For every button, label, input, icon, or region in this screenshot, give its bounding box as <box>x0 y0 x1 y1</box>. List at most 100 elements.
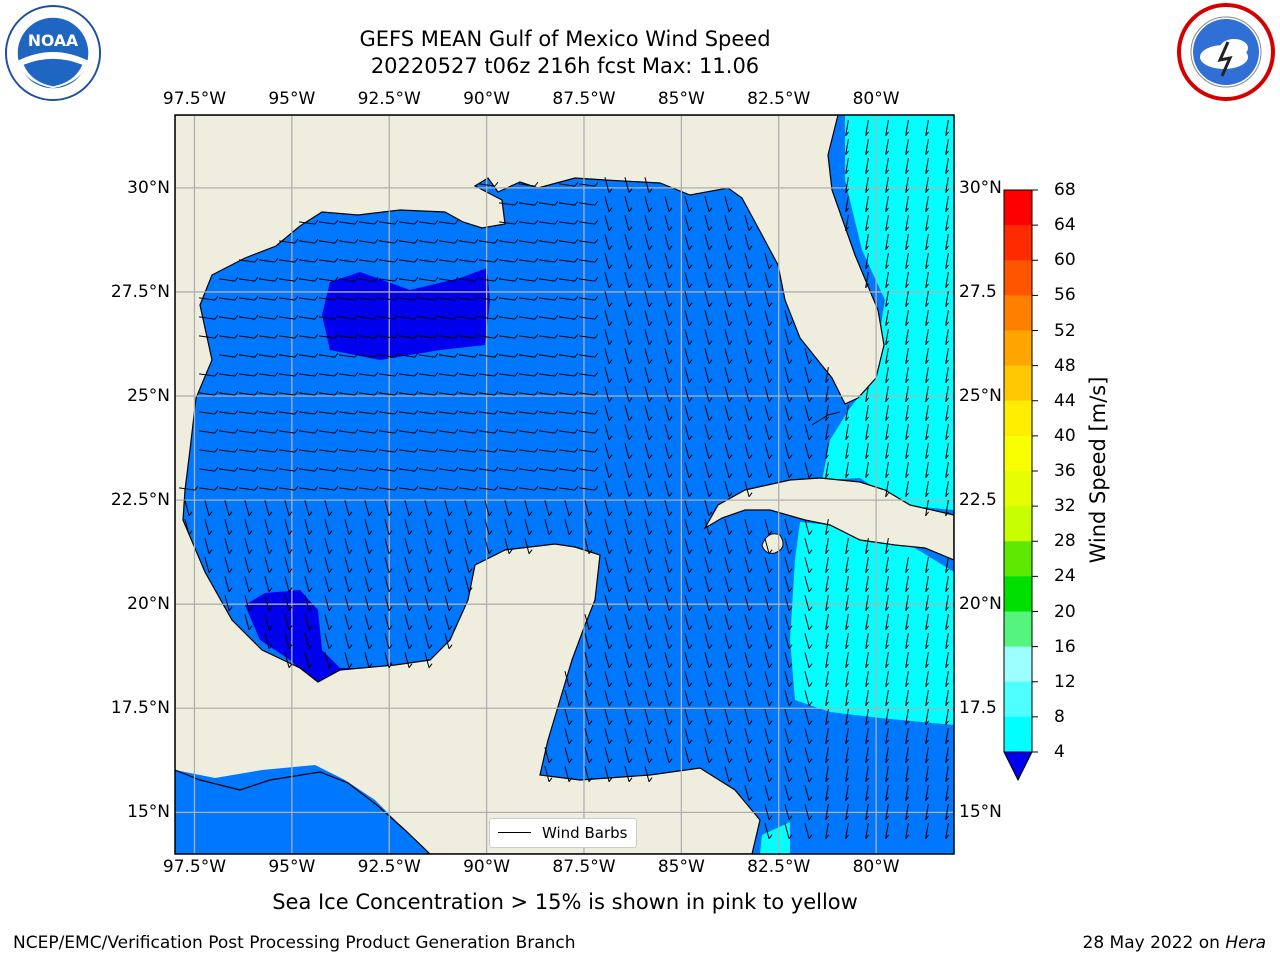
wind-barb <box>479 354 495 358</box>
lon-tick-top: 85°W <box>657 89 705 109</box>
wind-barb-flag <box>368 663 373 669</box>
wind-barb <box>704 690 710 706</box>
wind-barb <box>324 633 330 649</box>
wind-barb <box>724 386 730 402</box>
wind-barb <box>364 538 370 554</box>
wind-barb <box>299 278 315 282</box>
wind-barb-flag <box>688 492 693 498</box>
wind-barb-flag <box>865 131 870 137</box>
wind-barb <box>644 690 650 706</box>
wind-barb <box>604 405 610 421</box>
wind-barb <box>379 430 395 434</box>
wind-barb-flag <box>945 454 950 460</box>
wind-barb-flag <box>608 663 613 669</box>
wind-barb-flag <box>668 302 673 308</box>
wind-barb <box>704 595 710 611</box>
wind-barb-flag <box>708 264 713 270</box>
wind-barb <box>885 443 889 459</box>
wind-barb <box>339 335 355 339</box>
wind-barb-flag <box>668 207 673 213</box>
wind-barb-flag <box>514 352 519 358</box>
wind-barb-flag <box>288 587 293 593</box>
wind-barb-flag <box>628 340 633 346</box>
wind-barb-flag <box>254 333 259 339</box>
wind-barb <box>519 278 535 282</box>
wind-barb <box>604 652 610 668</box>
wind-barb <box>439 430 455 434</box>
wind-barb-flag <box>234 390 239 396</box>
wind-barb-flag <box>588 682 593 688</box>
wind-barb <box>925 633 929 649</box>
wind-barb <box>519 392 535 396</box>
wind-barb-flag <box>865 796 870 802</box>
wind-barb-flag <box>254 295 259 301</box>
wind-barb <box>905 424 909 440</box>
wind-barb-flag <box>885 188 890 194</box>
wind-barb-flag <box>845 834 850 840</box>
wind-barb <box>239 278 255 282</box>
wind-barb <box>404 633 410 649</box>
wind-barb-flag <box>825 473 830 479</box>
wind-barb-flag <box>554 466 559 472</box>
wind-barb <box>644 386 650 402</box>
wind-barb <box>519 297 535 301</box>
wind-barb-flag <box>534 219 539 225</box>
wind-barb <box>339 373 355 377</box>
wind-barb-flag <box>925 226 930 232</box>
wind-barb <box>885 538 889 554</box>
wind-barb-flag <box>728 701 733 707</box>
wind-barb <box>925 139 929 155</box>
wind-barb-flag <box>628 549 633 555</box>
wind-barb <box>559 202 575 206</box>
wind-barb-flag <box>668 321 673 327</box>
wind-barb <box>484 538 490 554</box>
wind-barb-flag <box>708 226 713 232</box>
wind-barb-flag <box>314 485 319 491</box>
colorbar <box>1003 189 1038 782</box>
wind-barb-flag <box>728 226 733 232</box>
wind-barb <box>584 766 590 782</box>
wind-barb <box>419 392 435 396</box>
wind-barb <box>784 348 790 364</box>
wind-barb <box>744 538 750 554</box>
wind-barb <box>724 215 730 231</box>
wind-barb-flag <box>845 663 850 669</box>
wind-barb <box>764 443 770 459</box>
wind-barb <box>239 430 255 434</box>
wind-barb <box>244 614 250 630</box>
wind-barb-flag <box>514 428 519 434</box>
wind-barb-flag <box>308 549 313 555</box>
wind-barb-flag <box>668 454 673 460</box>
wind-barb <box>239 449 255 453</box>
wind-barb-flag <box>808 435 813 441</box>
wind-barb <box>684 747 690 763</box>
wind-barb <box>925 196 929 212</box>
wind-barb-flag <box>314 219 319 225</box>
wind-barb <box>764 272 770 288</box>
wind-barb <box>499 430 515 434</box>
wind-barb-flag <box>865 625 870 631</box>
lon-tick-top: 80°W <box>852 89 900 109</box>
wind-barb-flag <box>414 257 419 263</box>
wind-barb-flag <box>514 390 519 396</box>
wind-barb-flag <box>728 587 733 593</box>
wind-barb-flag <box>808 530 813 536</box>
wind-barb-flag <box>925 397 930 403</box>
wind-barb <box>865 766 869 782</box>
wind-barb <box>764 595 770 611</box>
wind-barb <box>925 158 929 174</box>
wind-barb <box>584 690 590 706</box>
lon-tick-bottom: 92.5°W <box>357 857 421 877</box>
wind-barb <box>404 652 410 668</box>
wind-barb-flag <box>508 530 513 536</box>
wind-barb-flag <box>414 390 419 396</box>
wind-barb <box>644 253 650 269</box>
wind-barb <box>564 519 570 535</box>
wind-barb <box>424 519 430 535</box>
wind-barb <box>439 373 455 377</box>
wind-barb-flag <box>708 682 713 688</box>
wind-barb <box>905 747 909 763</box>
wind-barb <box>664 633 670 649</box>
wind-barb <box>764 785 770 801</box>
wind-barb <box>399 430 415 434</box>
